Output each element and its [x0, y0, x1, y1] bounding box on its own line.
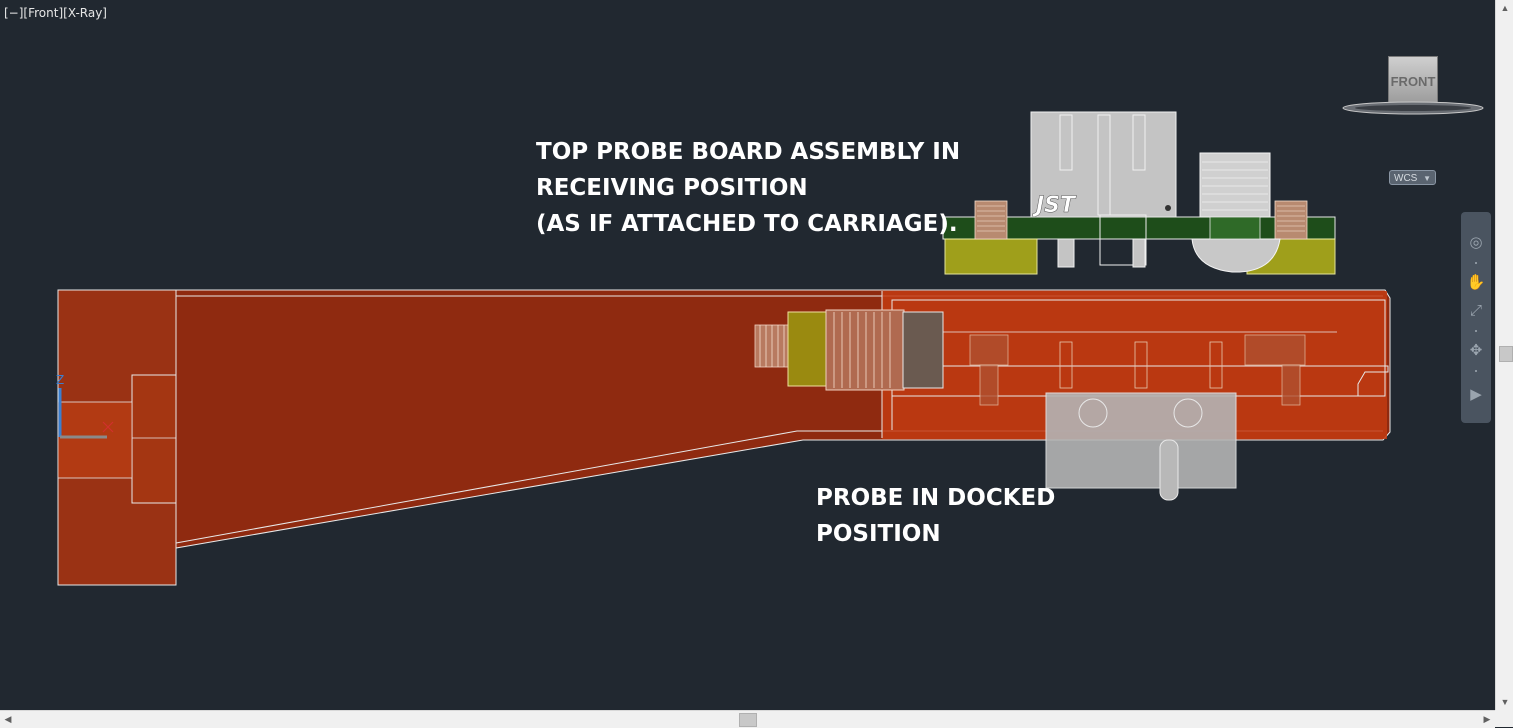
model-drawing: JST	[56, 111, 1391, 586]
top-probe-board-assembly: JST	[942, 111, 1336, 275]
viewport-minimize-control[interactable]: [−]	[4, 6, 24, 20]
standoff-left	[944, 238, 1038, 275]
steering-wheel-icon[interactable]: ◎	[1469, 234, 1483, 251]
vertical-scrollbar[interactable]: ▲ ▼	[1495, 0, 1513, 710]
viewcube[interactable]: FRONT	[1342, 52, 1484, 124]
threaded-insert	[754, 309, 944, 391]
scroll-down-icon[interactable]: ▼	[1500, 697, 1510, 707]
visual-style-control[interactable]: [X-Ray]	[63, 6, 107, 20]
scroll-right-icon[interactable]: ▶	[1483, 714, 1491, 724]
showmotion-icon[interactable]: ▶	[1470, 386, 1482, 403]
zoom-icon[interactable]: ⤢	[1469, 302, 1482, 319]
drawing-viewport[interactable]: JST	[0, 0, 1495, 710]
horizontal-scroll-thumb[interactable]	[739, 713, 757, 727]
annotation-line: RECEIVING POSITION	[536, 175, 808, 201]
wcs-label: WCS	[1394, 173, 1418, 184]
spring-plunger	[1199, 152, 1271, 218]
chevron-down-icon: ▼	[1423, 174, 1431, 183]
mount-boss	[131, 374, 177, 504]
annotation-line: PROBE IN DOCKED	[816, 485, 1056, 511]
top-assembly-annotation: TOP PROBE BOARD ASSEMBLY IN RECEIVING PO…	[536, 134, 960, 242]
annotation-line: POSITION	[816, 521, 941, 547]
scroll-up-icon[interactable]: ▲	[1500, 3, 1510, 13]
horizontal-scrollbar[interactable]: ◀ ▶	[0, 710, 1495, 728]
viewcube-front-face[interactable]: FRONT	[1388, 56, 1438, 106]
wcs-menu[interactable]: WCS ▼	[1389, 170, 1436, 185]
viewcube-compass-ring[interactable]	[1342, 100, 1484, 116]
navigation-bar: ◎ ✋ ⤢ ✥ ▶	[1461, 212, 1491, 423]
viewport-controls: [−][Front][X-Ray]	[4, 6, 107, 20]
nav-separator	[1475, 370, 1477, 372]
docked-probe	[1045, 392, 1237, 501]
nav-separator	[1475, 262, 1477, 264]
docked-probe-screws	[969, 334, 1306, 406]
jst-logo: JST	[1032, 193, 1077, 218]
scrollbar-corner	[1495, 710, 1513, 727]
svg-text:Z: Z	[56, 373, 64, 387]
annotation-line: (AS IF ATTACHED TO CARRIAGE).	[536, 211, 958, 237]
pan-icon[interactable]: ✋	[1466, 274, 1486, 291]
docked-probe-annotation: PROBE IN DOCKED POSITION	[816, 480, 1055, 552]
dock-body	[57, 289, 1391, 586]
annotation-line: TOP PROBE BOARD ASSEMBLY IN	[536, 139, 961, 165]
vertical-scroll-thumb[interactable]	[1499, 346, 1513, 362]
ucs-icon: Z	[56, 373, 114, 439]
orbit-icon[interactable]: ✥	[1469, 342, 1483, 359]
view-control[interactable]: [Front]	[23, 6, 64, 20]
nav-separator	[1475, 330, 1477, 332]
scroll-left-icon[interactable]: ◀	[4, 714, 12, 724]
